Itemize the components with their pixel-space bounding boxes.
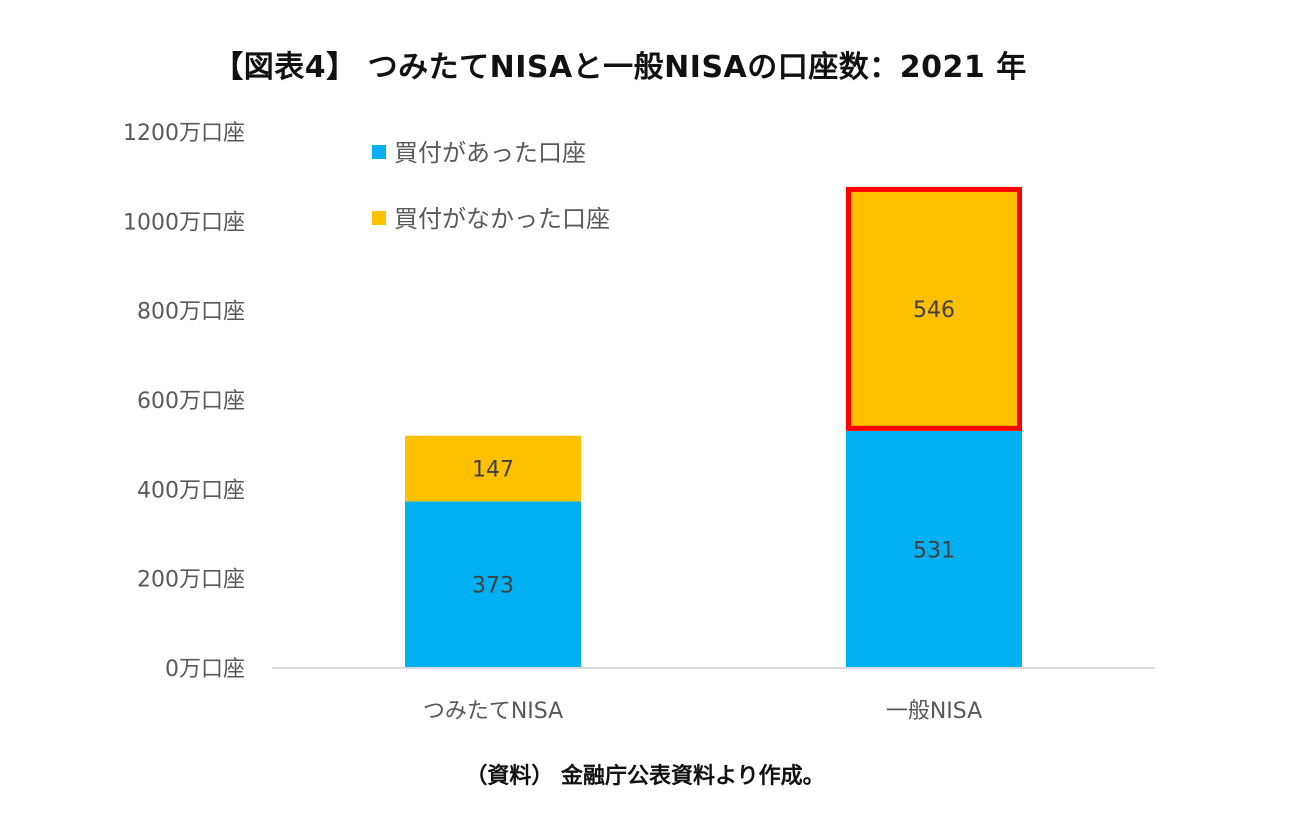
legend-label: 買付がなかった口座 [394,205,610,233]
data-labels: 373 147 531 546 [472,298,955,599]
data-label: 546 [913,298,955,323]
y-tick-label: 400万口座 [137,478,245,503]
x-tick-label: 一般NISA [886,699,982,724]
data-label: 147 [472,458,514,483]
x-tick-label: つみたてNISA [423,699,563,724]
legend-swatch [372,145,386,159]
stacked-bar-chart: 0万口座 200万口座 400万口座 600万口座 800万口座 1000万口座 1200万… [123,121,1155,724]
bar-segment [405,501,581,668]
y-tick-label: 1000万口座 [123,210,245,235]
y-axis: 0万口座 200万口座 400万口座 600万口座 800万口座 1000万口座 1200万… [123,121,245,682]
bar-segment [405,435,581,502]
bars [405,186,1022,668]
y-tick-label: 0万口座 [165,657,245,682]
chart-title: 【図表4】 つみたてNISAと一般NISAの口座数：2021 年 [213,50,1027,85]
x-axis: つみたてNISA 一般NISA [423,699,982,724]
y-tick-label: 600万口座 [137,389,245,414]
data-label: 531 [913,538,955,563]
y-tick-label: 800万口座 [137,300,245,325]
bar-segment [846,186,1022,431]
legend-swatch [372,211,386,225]
highlight-box [846,186,1022,431]
data-label: 373 [472,574,514,599]
source-note: （資料） 金融庁公表資料より作成。 [465,764,825,789]
y-tick-label: 200万口座 [137,568,245,593]
y-tick-label: 1200万口座 [123,121,245,146]
legend-label: 買付があった口座 [394,139,586,167]
bar-segment [846,430,1022,668]
